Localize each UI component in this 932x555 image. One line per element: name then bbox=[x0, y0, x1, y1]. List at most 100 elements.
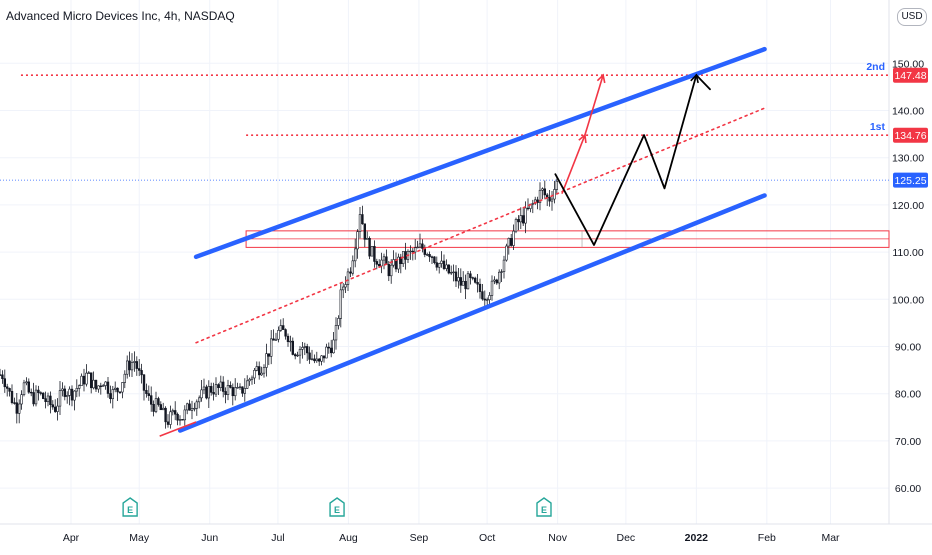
candle-body bbox=[473, 277, 477, 283]
x-tick-label: 2022 bbox=[685, 532, 709, 544]
symbol-title: Advanced Micro Devices Inc, 4h, NASDAQ bbox=[6, 9, 235, 23]
candle-body bbox=[375, 261, 378, 265]
candle-body bbox=[512, 230, 515, 246]
target-price-label: 147.48 bbox=[894, 70, 926, 82]
candle-body bbox=[0, 374, 2, 376]
x-tick-label: Mar bbox=[821, 532, 840, 544]
candle-body bbox=[445, 264, 448, 269]
candle-body bbox=[87, 372, 91, 374]
candle-body bbox=[435, 262, 438, 268]
candle-body bbox=[286, 335, 290, 343]
candle-body bbox=[214, 384, 218, 395]
candle-body bbox=[234, 387, 237, 397]
candle-body bbox=[317, 358, 321, 362]
candle-body bbox=[138, 368, 141, 371]
candle-body bbox=[188, 403, 191, 411]
y-tick-label: 60.00 bbox=[895, 483, 921, 495]
candle-body bbox=[337, 318, 340, 326]
candle-body bbox=[382, 256, 386, 261]
candle-body bbox=[464, 280, 467, 290]
candle-body bbox=[349, 271, 352, 274]
candle-body bbox=[536, 199, 539, 203]
candle-body bbox=[305, 346, 309, 354]
candle-body bbox=[308, 352, 311, 360]
candle-body bbox=[176, 413, 179, 421]
candle-body bbox=[109, 393, 112, 400]
candle-body bbox=[13, 402, 16, 404]
candle-body bbox=[555, 180, 559, 190]
candle-body bbox=[361, 214, 364, 225]
candle-body bbox=[538, 189, 542, 203]
candle-body bbox=[200, 389, 203, 399]
earnings-icon bbox=[536, 497, 552, 517]
candle-body bbox=[94, 379, 98, 390]
candle-body bbox=[301, 347, 304, 350]
candle-body bbox=[159, 404, 162, 411]
candle-body bbox=[73, 390, 76, 401]
candle-body bbox=[277, 330, 280, 340]
candle-body bbox=[166, 421, 170, 425]
candle-body bbox=[255, 366, 258, 371]
candle-body bbox=[10, 391, 14, 403]
candle-body bbox=[169, 411, 172, 425]
start-marker-line bbox=[159, 421, 197, 437]
candle-body bbox=[459, 277, 462, 286]
candle-body bbox=[433, 256, 436, 263]
candle-body bbox=[332, 339, 335, 354]
candle-body bbox=[99, 385, 103, 387]
candle-body bbox=[478, 283, 482, 292]
candle-body bbox=[17, 403, 21, 414]
candle-body bbox=[341, 286, 345, 291]
candle-body bbox=[495, 279, 498, 284]
candle-body bbox=[236, 387, 239, 389]
candle-body bbox=[368, 237, 371, 257]
candle-body bbox=[387, 264, 390, 277]
candle-body bbox=[541, 188, 544, 191]
candle-body bbox=[260, 372, 263, 376]
candle-body bbox=[202, 386, 206, 391]
candle-body bbox=[507, 238, 510, 247]
candle-body bbox=[469, 273, 472, 278]
candle-body bbox=[118, 391, 122, 394]
candle-body bbox=[126, 360, 129, 375]
target-label-2nd: 2nd bbox=[866, 61, 885, 73]
x-tick-label: Nov bbox=[548, 532, 567, 544]
candle-body bbox=[380, 259, 383, 267]
x-tick-label: Oct bbox=[479, 532, 495, 544]
candle-body bbox=[53, 406, 57, 412]
candle-body bbox=[262, 367, 266, 374]
candle-body bbox=[442, 260, 446, 269]
candle-body bbox=[370, 245, 374, 257]
candle-body bbox=[272, 338, 275, 341]
red-arrowhead-2 bbox=[596, 73, 606, 84]
candle-body bbox=[75, 388, 79, 392]
candle-body bbox=[517, 219, 520, 223]
candle-body bbox=[178, 419, 182, 421]
candle-body bbox=[483, 298, 486, 301]
candle-body bbox=[164, 407, 167, 423]
candle-body bbox=[339, 289, 342, 319]
black-path bbox=[554, 74, 711, 246]
candle-body bbox=[296, 354, 299, 357]
earnings-letter: E bbox=[541, 505, 547, 515]
earnings-icon bbox=[329, 497, 345, 517]
candle-body bbox=[313, 358, 316, 362]
currency-badge[interactable]: USD bbox=[897, 8, 927, 26]
candle-body bbox=[248, 379, 251, 382]
candle-body bbox=[447, 264, 450, 274]
candle-body bbox=[490, 280, 494, 296]
x-tick-label: Aug bbox=[339, 532, 358, 544]
candle-body bbox=[111, 389, 115, 400]
candle-body bbox=[389, 264, 393, 277]
candle-body bbox=[82, 375, 86, 385]
candle-body bbox=[58, 390, 62, 407]
candle-body bbox=[430, 256, 434, 258]
target-price-label: 134.76 bbox=[894, 130, 926, 142]
candle-body bbox=[514, 219, 518, 232]
candle-body bbox=[411, 250, 414, 253]
candle-body bbox=[279, 325, 282, 331]
candle-body bbox=[452, 271, 455, 274]
median-line bbox=[195, 107, 766, 344]
